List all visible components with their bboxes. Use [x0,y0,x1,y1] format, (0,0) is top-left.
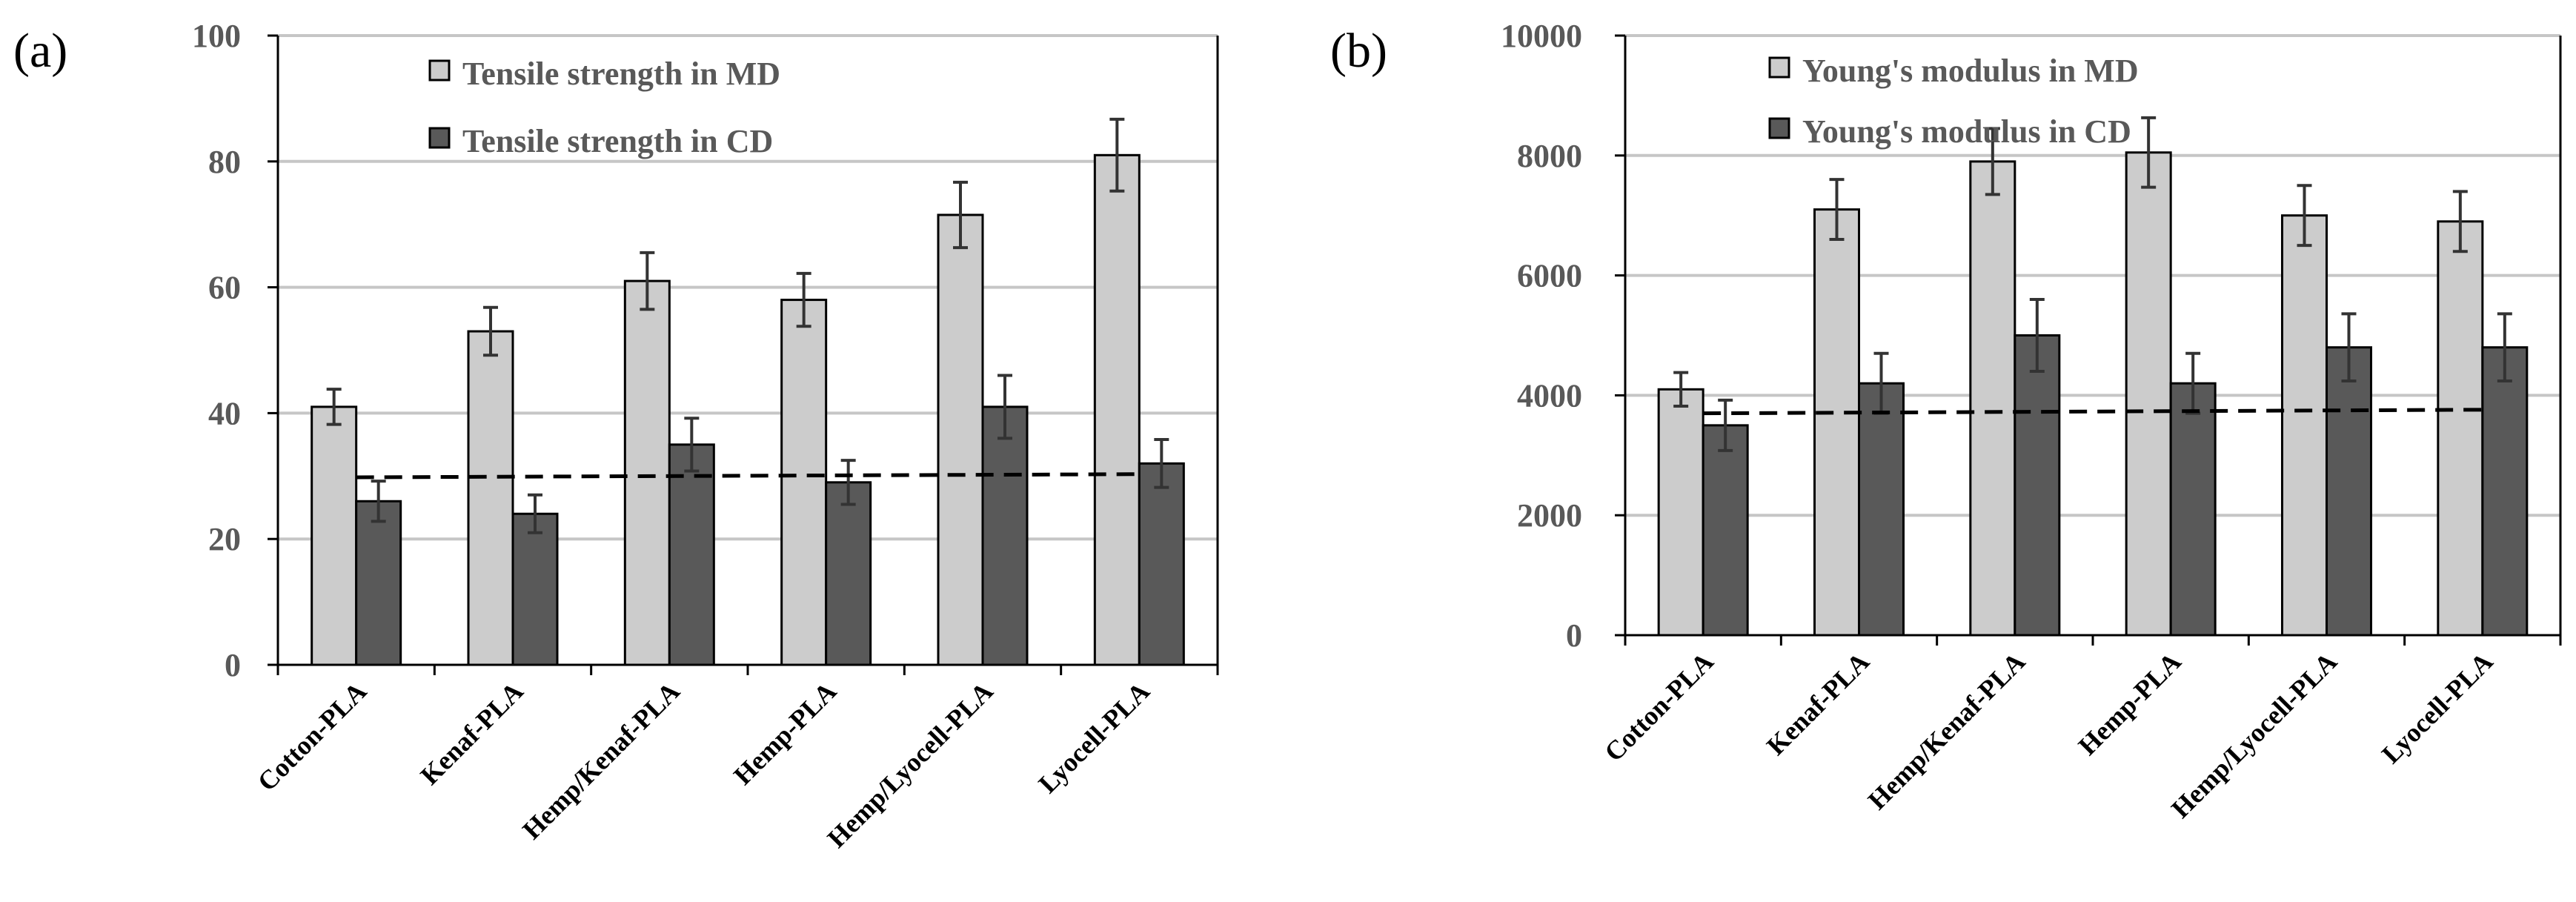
bar-a-s0-4 [937,213,984,666]
x-tick-label-a: Hemp/Kenaf-PLA [517,676,686,845]
x-tick-label-a: Lyocell-PLA [1033,676,1155,798]
y-tick-label-b: 4000 [1517,377,1582,414]
y-tick-label-a: 60 [208,270,241,306]
bar-a-s1-3 [825,481,872,666]
error-bar-b-s0-5 [2452,190,2468,253]
bar-a-s1-0 [355,500,402,666]
error-bar-a-s0-4 [953,180,968,250]
legend-label-b-s1: Young's modulus in CD [1802,113,2131,150]
bar-b-s1-4 [2326,346,2372,637]
bar-a-s1-5 [1138,462,1185,666]
bar-b-s0-3 [2125,151,2172,637]
bar-a-s0-1 [467,330,514,666]
legend-swatch-a-s0 [428,59,451,82]
y-tick-label-a: 40 [208,395,241,431]
bar-a-s0-3 [780,299,828,666]
bar-b-s1-2 [2014,334,2061,637]
error-bar-b-s1-3 [2185,351,2201,415]
error-bar-b-s1-4 [2341,312,2357,382]
error-bar-a-s0-0 [326,388,342,426]
chart-panel-b: (b) 0 2000 4000 6000 8000 10000 Cotton-PLA Ken… [1330,18,2562,823]
legend-label-a-s1: Tensile strength in CD [462,123,773,159]
error-bar-b-s0-2 [1985,127,2000,196]
x-tick-label-b: Lyocell-PLA [2376,646,2498,769]
error-bar-b-s0-0 [1673,371,1689,408]
y-tick-label-b: 10000 [1501,18,1582,54]
error-bar-a-s1-5 [1154,438,1169,489]
bar-a-s0-0 [311,405,358,666]
legend-swatch-a-s1 [428,127,451,149]
x-tick-label-b: Hemp-PLA [2073,646,2187,760]
y-tick-label-b: 2000 [1517,497,1582,534]
error-bar-a-s1-1 [528,493,542,534]
error-bar-b-s1-2 [2029,297,2045,374]
reference-line-a [356,472,1140,480]
y-tick-label-a: 80 [208,144,241,180]
error-bar-a-s1-0 [371,480,386,523]
bar-a-s1-2 [668,443,715,666]
x-tick-label-a: Hemp/Lyocell-PLA [822,676,999,853]
error-bar-a-s1-4 [997,374,1012,440]
bar-b-s0-4 [2281,214,2328,637]
bar-a-s1-1 [511,512,559,666]
error-bar-a-s0-3 [796,271,811,328]
y-tick-label-a: 20 [208,521,241,557]
bar-a-s0-2 [623,279,671,666]
bar-b-s1-5 [2481,346,2529,637]
error-bar-a-s0-5 [1109,117,1125,193]
error-bar-b-s0-3 [2141,116,2157,189]
y-tick-label-a: 0 [225,647,241,683]
bar-b-s0-5 [2437,220,2484,637]
x-tick-label-b: Kenaf-PLA [1761,646,1875,760]
error-bar-b-s0-1 [1829,178,1845,242]
x-tick-label-a: Cotton-PLA [252,676,373,797]
bar-b-s1-0 [1702,424,1749,637]
reference-line-b [1703,408,2483,416]
panel-label-a: (a) [13,24,67,78]
x-tick-label-b: Cotton-PLA [1599,646,1719,767]
bar-b-s1-3 [2169,382,2217,637]
bar-b-s0-1 [1813,208,1860,637]
panel-label-b: (b) [1330,24,1387,78]
bar-b-s0-0 [1657,388,1704,637]
y-tick-label-b: 0 [1566,617,1582,654]
y-tick-label-a: 100 [192,18,241,54]
x-tick-label-a: Hemp-PLA [728,676,842,790]
error-bar-a-s1-3 [840,459,856,506]
error-bar-b-s1-0 [1718,398,1733,452]
error-bar-a-s0-1 [483,305,498,357]
x-tick-label-b: Hemp/Kenaf-PLA [1862,646,2031,815]
bar-a-s1-4 [981,405,1029,666]
y-tick-label-b: 8000 [1517,138,1582,174]
x-tick-label-a: Kenaf-PLA [415,676,529,790]
legend-label-b-s0: Young's modulus in MD [1802,53,2139,89]
legend-swatch-b-s1 [1768,117,1790,139]
y-tick-label-b: 6000 [1517,258,1582,294]
error-bar-b-s1-5 [2497,312,2512,382]
bar-a-s0-5 [1093,153,1141,666]
bar-b-s0-2 [1969,160,2016,637]
legend-swatch-b-s0 [1768,56,1790,79]
error-bar-a-s0-2 [640,251,655,311]
error-bar-a-s1-2 [684,417,700,473]
error-bar-b-s0-4 [2297,184,2312,248]
x-tick-label-b: Hemp/Lyocell-PLA [2165,646,2343,823]
legend-label-a-s0: Tensile strength in MD [462,56,780,92]
bar-b-s1-1 [1858,382,1905,637]
